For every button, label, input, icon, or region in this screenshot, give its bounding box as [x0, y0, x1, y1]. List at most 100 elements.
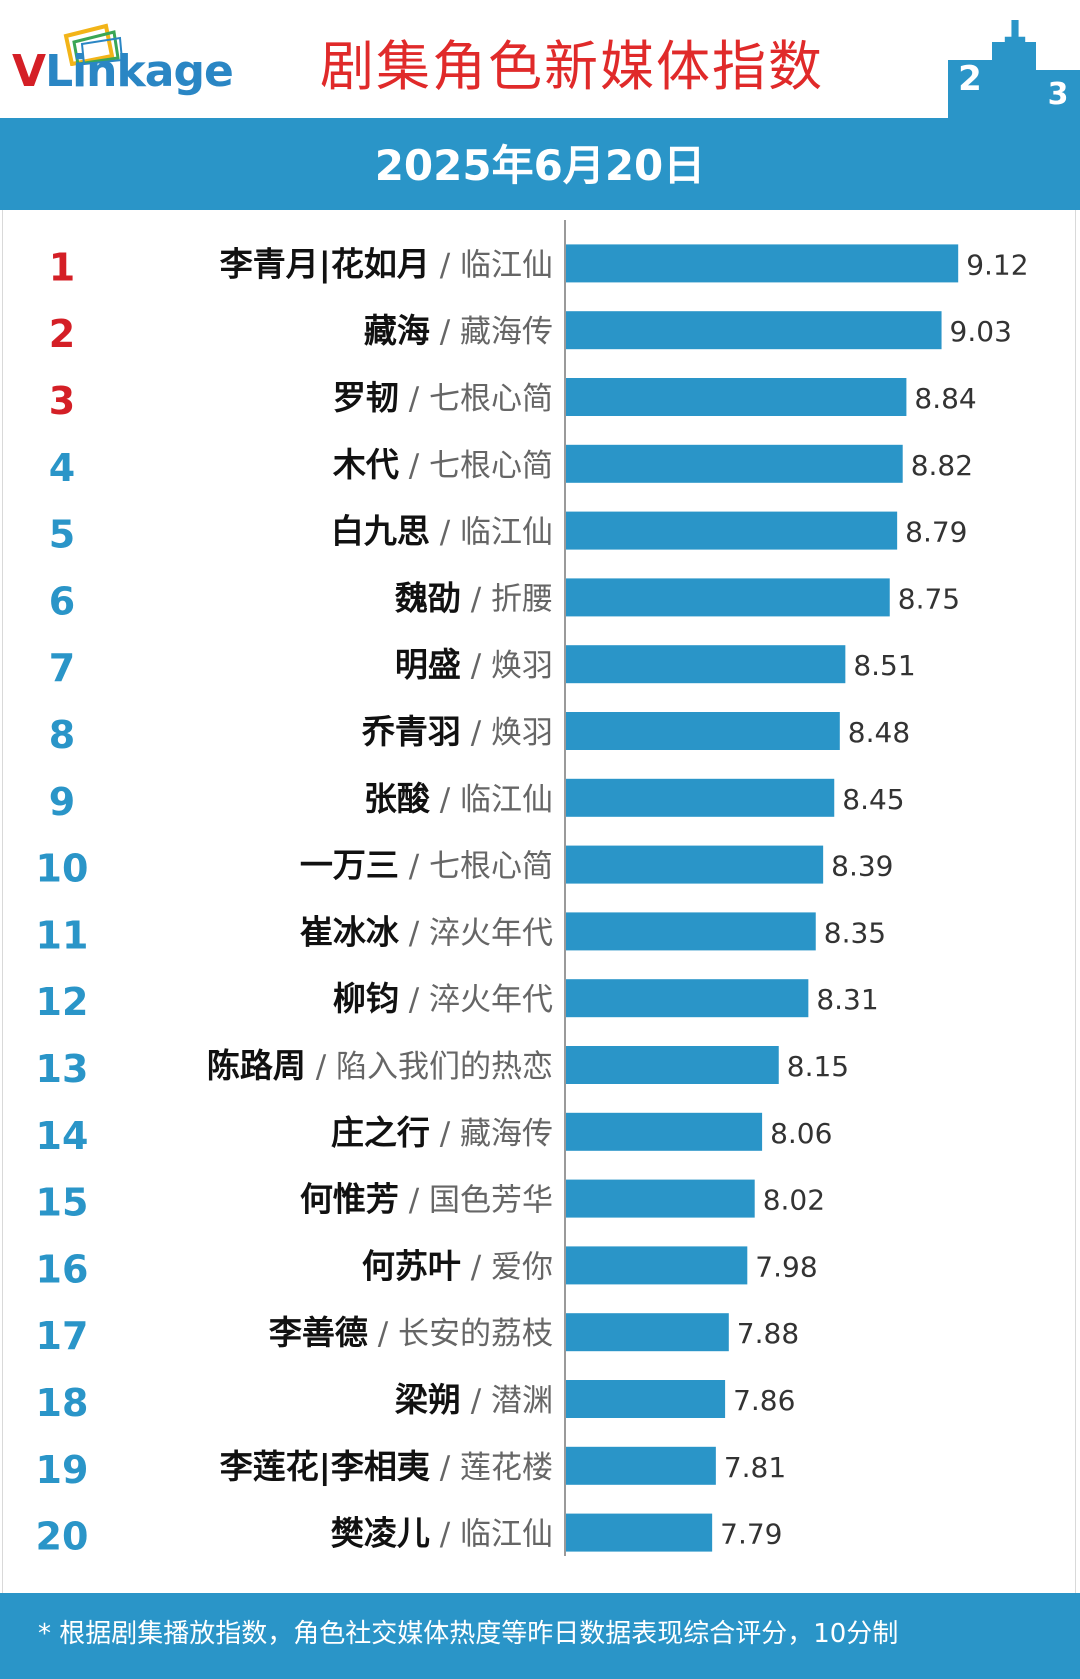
value-label: 9.12: [966, 248, 1028, 281]
row-label: 庄之行 / 藏海传: [331, 1113, 553, 1152]
rank-number: 6: [49, 579, 75, 623]
vlinkage-logo: VLinkage: [12, 22, 234, 102]
value-label: 8.06: [770, 1117, 832, 1150]
rank-number: 3: [49, 379, 75, 423]
logo-linkage: Linkage: [45, 46, 234, 97]
rank-number: 16: [36, 1247, 89, 1291]
bar: [566, 1112, 763, 1151]
row-label: 张酸 / 临江仙: [364, 779, 553, 818]
row-label: 李莲花|李相夷 / 莲花楼: [220, 1447, 553, 1486]
drama-name: / 临江仙: [430, 247, 553, 283]
row-label: 崔冰冰 / 淬火年代: [300, 912, 553, 951]
bar: [566, 1246, 748, 1285]
rank-number: 4: [49, 446, 75, 490]
role-name: 罗韧: [333, 378, 399, 417]
role-name: 乔青羽: [362, 712, 461, 751]
bar: [566, 511, 898, 550]
bar: [566, 1513, 713, 1552]
bar: [566, 645, 846, 684]
value-label: 7.79: [720, 1518, 782, 1551]
value-label: 8.82: [911, 449, 973, 482]
value-label: 8.48: [848, 716, 910, 749]
rank-number: 19: [36, 1448, 89, 1492]
bar: [566, 578, 890, 617]
rank-number: 10: [36, 847, 89, 891]
role-name: 崔冰冰: [300, 912, 400, 951]
bar: [566, 378, 907, 416]
value-label: 8.39: [831, 850, 893, 883]
podium-2-label: 2: [958, 59, 982, 99]
row-label: 乔青羽 / 焕羽: [362, 712, 553, 751]
rank-number: 7: [49, 646, 75, 690]
drama-name: / 淬火年代: [399, 915, 553, 951]
drama-name: / 七根心简: [399, 849, 553, 885]
role-name: 何惟芳: [300, 1180, 399, 1219]
value-label: 8.84: [914, 382, 976, 415]
value-label: 7.81: [724, 1451, 786, 1484]
rank-number: 11: [36, 913, 89, 957]
date-banner: [0, 118, 1080, 210]
podium-3-label: 3: [1048, 77, 1069, 112]
drama-name: / 七根心简: [399, 381, 553, 417]
role-name: 魏劭: [395, 578, 461, 617]
rank-number: 13: [36, 1047, 89, 1091]
footer-note: * 根据剧集播放指数，角色社交媒体热度等昨日数据表现综合评分，10分制: [38, 1619, 899, 1649]
row-label: 陈路周 / 陷入我们的热恋: [207, 1046, 553, 1085]
role-name: 张酸: [364, 779, 431, 818]
row-label: 藏海 / 藏海传: [364, 311, 553, 350]
value-label: 8.75: [898, 582, 960, 615]
row-label: 白九思 / 临江仙: [331, 512, 553, 551]
bar: [566, 979, 809, 1018]
date-label: 2025年6月20日: [374, 141, 706, 190]
rank-number: 8: [49, 713, 75, 757]
value-label: 7.88: [737, 1317, 799, 1350]
rank-number: 1: [49, 245, 75, 289]
value-label: 8.02: [763, 1184, 825, 1217]
bar: [566, 1446, 716, 1485]
drama-name: / 焕羽: [461, 715, 553, 751]
value-label: 8.51: [853, 649, 915, 682]
row-label: 罗韧 / 七根心简: [333, 378, 553, 417]
row-label: 李善德 / 长安的荔枝: [269, 1313, 553, 1352]
row-label: 明盛 / 焕羽: [395, 645, 553, 684]
role-name: 柳钧: [333, 979, 399, 1018]
drama-name: / 陷入我们的热恋: [306, 1049, 553, 1085]
row-label: 何苏叶 / 爱你: [362, 1246, 553, 1285]
drama-name: / 折腰: [461, 581, 553, 617]
bar: [566, 1046, 779, 1084]
row-label: 梁朔 / 潜渊: [395, 1380, 553, 1419]
role-name: 藏海: [364, 311, 430, 350]
role-name: 李青月|花如月: [220, 244, 430, 283]
rank-number: 5: [49, 513, 75, 557]
role-name: 李善德: [269, 1313, 368, 1352]
row-label: 木代 / 七根心简: [332, 445, 553, 484]
row-label: 一万三 / 七根心简: [300, 846, 553, 885]
bar: [566, 244, 959, 283]
rank-number: 14: [36, 1114, 89, 1158]
row-label: 樊凌儿 / 临江仙: [331, 1514, 553, 1553]
value-label: 8.35: [824, 916, 886, 949]
rank-number: 2: [49, 312, 75, 356]
podium-1-label: 1: [1000, 20, 1028, 52]
drama-name: / 临江仙: [430, 515, 553, 551]
role-name: 陈路周: [207, 1046, 306, 1085]
podium-icon: 2 1 3: [948, 20, 1080, 118]
rank-number: 12: [36, 980, 89, 1024]
role-name: 何苏叶: [362, 1246, 461, 1285]
ranking-bar-chart: 1 李青月|花如月 / 临江仙 9.12 2 藏海 / 藏海传 9.03 3 罗韧 / 七根心…: [36, 220, 1029, 1559]
row-label: 何惟芳 / 国色芳华: [300, 1180, 553, 1219]
row-label: 李青月|花如月 / 临江仙: [220, 244, 553, 283]
logo-v: V: [12, 46, 46, 97]
value-label: 8.31: [816, 983, 878, 1016]
bar: [566, 778, 835, 817]
role-name: 明盛: [395, 645, 461, 684]
rank-number: 17: [36, 1314, 89, 1358]
logo-text: VLinkage: [12, 50, 234, 94]
bar: [566, 1380, 726, 1418]
drama-name: / 七根心简: [399, 448, 553, 484]
drama-name: / 藏海传: [430, 1116, 553, 1152]
bar: [566, 845, 824, 884]
role-name: 樊凌儿: [331, 1514, 430, 1553]
drama-name: / 焕羽: [461, 648, 553, 684]
bar: [566, 311, 942, 350]
